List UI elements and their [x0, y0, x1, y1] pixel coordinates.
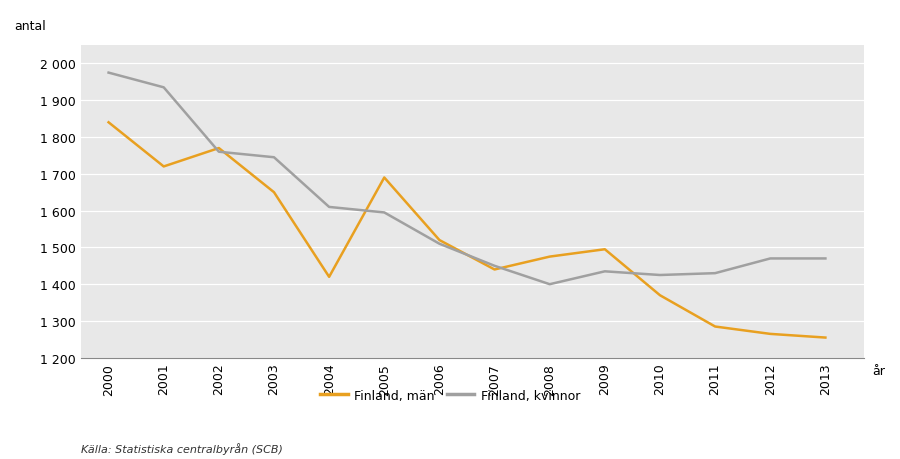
- Text: år: år: [872, 364, 885, 377]
- Text: antal: antal: [14, 21, 46, 34]
- Legend: Finland, män, Finland, kvinnor: Finland, män, Finland, kvinnor: [315, 384, 585, 407]
- Text: Källa: Statistiska centralbyrån (SCB): Källa: Statistiska centralbyrån (SCB): [81, 442, 283, 454]
